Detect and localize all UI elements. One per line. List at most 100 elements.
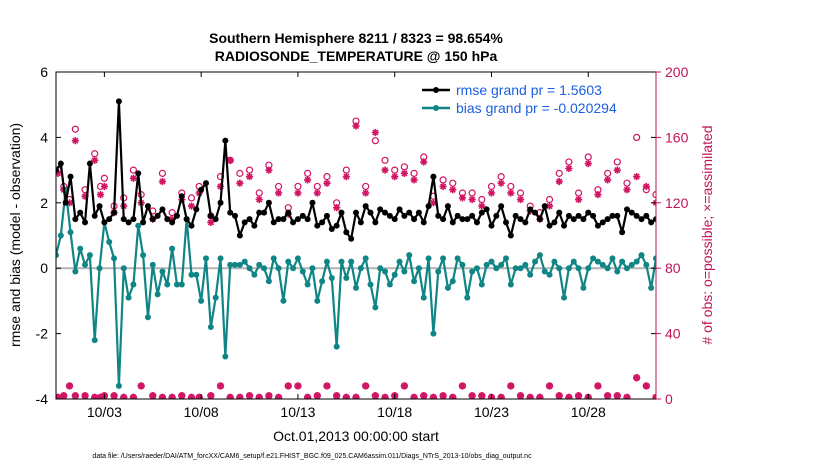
- obs-possible-marker: [129, 166, 138, 174]
- rmse-point: [507, 232, 514, 239]
- rmse-point: [532, 209, 539, 216]
- obs-assimilated-marker: [304, 176, 312, 184]
- bias-point: [149, 261, 156, 268]
- bias-point: [594, 258, 601, 265]
- obs-assimilated-marker: [536, 393, 544, 399]
- obs-assimilated-marker-stroke: [556, 178, 563, 185]
- obs-assimilated-marker-stroke: [56, 394, 62, 399]
- bias-point: [561, 294, 568, 301]
- obs-assimilated-marker: [371, 392, 379, 399]
- bias-point: [207, 324, 214, 331]
- bias-point: [435, 268, 442, 275]
- rmse-point: [585, 209, 592, 216]
- obs-assimilated-marker: [313, 392, 321, 399]
- rmse-point: [440, 216, 447, 223]
- obs-possible-marker: [100, 174, 108, 182]
- obs-assimilated-marker-stroke: [575, 392, 582, 399]
- obs-assimilated-marker-stroke: [265, 166, 273, 174]
- obs-assimilated-marker: [623, 186, 631, 194]
- rmse-point: [614, 212, 621, 219]
- rmse-point: [580, 216, 587, 223]
- obs-assimilated-marker-stroke: [314, 392, 321, 399]
- bias-point: [565, 265, 572, 272]
- obs-assimilated-marker: [195, 393, 203, 399]
- obs-assimilated-marker: [497, 393, 505, 399]
- rmse-point: [367, 209, 374, 216]
- rmse-point: [294, 216, 301, 223]
- bias-point: [77, 245, 84, 252]
- rmse-point: [396, 206, 403, 213]
- rmse-point: [604, 216, 611, 223]
- rmse-point: [222, 137, 229, 144]
- bias-point: [125, 294, 132, 301]
- rmse-point: [382, 209, 389, 216]
- obs-assimilated-marker: [458, 194, 467, 202]
- rmse-point: [120, 216, 127, 223]
- obs-assimilated-marker: [236, 393, 244, 399]
- rmse-point: [188, 222, 195, 229]
- bias-point: [440, 255, 447, 262]
- obs-assimilated-marker-stroke: [575, 196, 582, 203]
- right-y-tick-label: 0: [665, 391, 673, 407]
- obs-assimilated-marker-stroke: [362, 189, 369, 197]
- rmse-point: [212, 216, 219, 223]
- rmse-point: [425, 203, 432, 210]
- bias-point: [643, 261, 650, 268]
- footnote: data file: /Users/raeder/DAI/ATM_forcXX/…: [92, 453, 532, 460]
- obs-assimilated-marker-stroke: [507, 189, 514, 197]
- obs-assimilated-marker: [623, 393, 631, 399]
- obs-assimilated-marker-stroke: [420, 158, 427, 166]
- rmse-point: [411, 216, 418, 223]
- obs-assimilated-marker-stroke: [507, 382, 514, 390]
- rmse-point: [309, 199, 316, 206]
- obs-assimilated-marker: [207, 392, 215, 399]
- obs-assimilated-marker: [555, 392, 563, 399]
- obs-possible-marker: [400, 163, 408, 171]
- obs-assimilated-marker: [391, 173, 399, 181]
- rmse-point: [0, 216, 3, 222]
- obs-assimilated-marker: [420, 392, 428, 399]
- obs-assimilated-marker: [594, 382, 602, 390]
- rmse-point: [517, 216, 524, 223]
- bias-point: [459, 261, 466, 268]
- obs-possible-marker: [245, 166, 254, 174]
- rmse-point: [541, 203, 548, 210]
- obs-assimilated-marker: [304, 393, 312, 399]
- obs-assimilated-marker-stroke: [110, 392, 118, 399]
- bias-point: [382, 268, 389, 275]
- bias-point: [178, 281, 185, 288]
- bias-point: [353, 284, 359, 291]
- bias-point: [599, 261, 606, 268]
- rmse-point: [290, 219, 297, 226]
- bias-point: [386, 281, 393, 288]
- obs-assimilated-marker-stroke: [207, 219, 214, 226]
- bias-point: [130, 281, 137, 288]
- rmse-point: [503, 219, 509, 226]
- obs-assimilated-marker: [516, 195, 525, 204]
- chart-title: Southern Hemisphere 8211 / 8323 = 98.654…: [209, 30, 503, 46]
- rmse-point: [270, 219, 277, 226]
- obs-assimilated-marker: [236, 179, 244, 187]
- bias-point: [261, 265, 268, 272]
- bias-point: [115, 382, 122, 389]
- bias-point: [333, 343, 340, 350]
- bias-point: [522, 261, 529, 268]
- obs-possible-marker: [623, 179, 631, 187]
- bias-point: [217, 255, 224, 262]
- obs-possible-marker: [565, 158, 573, 166]
- rmse-point: [178, 193, 185, 200]
- obs-assimilated-marker: [381, 166, 389, 174]
- bias-point: [275, 265, 282, 272]
- chart-subtitle: RADIOSONDE_TEMPERATURE @ 150 hPa: [215, 48, 498, 64]
- obs-assimilated-marker-stroke: [450, 394, 456, 399]
- bias-point: [203, 255, 209, 262]
- bias-point: [614, 268, 621, 275]
- rmse-point: [115, 98, 122, 105]
- bias-point: [556, 265, 563, 272]
- bias-point: [493, 265, 500, 272]
- rmse-point: [493, 212, 500, 219]
- obs-assimilated-marker-stroke: [97, 191, 104, 198]
- bias-point: [241, 258, 248, 265]
- obs-possible-marker: [574, 189, 583, 197]
- obs-assimilated-marker: [342, 393, 350, 399]
